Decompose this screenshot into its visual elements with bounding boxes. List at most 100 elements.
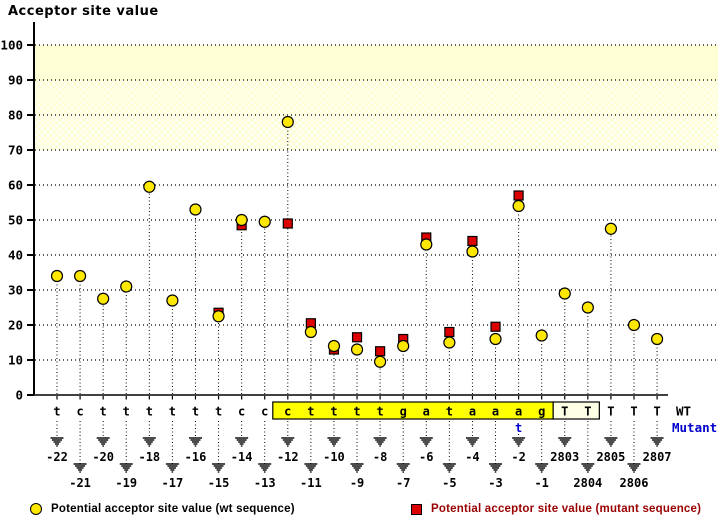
wt-point	[581, 301, 594, 314]
position-label: -9	[350, 476, 364, 490]
wt-base: c	[261, 405, 268, 419]
wt-base: t	[169, 405, 176, 419]
position-label: 2806	[620, 476, 649, 490]
wt-base: t	[307, 405, 314, 419]
wt-point	[50, 269, 64, 283]
y-tick-label: 30	[8, 283, 23, 298]
legend-wt-label: Potential acceptor site value (wt sequen…	[51, 503, 295, 515]
wt-base: T	[584, 405, 591, 419]
legend-mutant-label: Potential acceptor site value (mutant se…	[431, 503, 702, 515]
wt-point	[489, 332, 502, 346]
mutant-point	[351, 332, 363, 343]
position-label: -7	[396, 476, 410, 490]
wt-base: t	[100, 405, 107, 419]
wt-point	[512, 199, 525, 213]
mutant-point	[467, 235, 478, 247]
wt-point	[350, 343, 364, 356]
y-tick-label: 80	[8, 108, 23, 123]
mutant-row-label: Mutant	[672, 420, 717, 435]
wt-point	[535, 329, 548, 342]
position-label: -22	[46, 450, 68, 464]
wt-base: t	[377, 405, 384, 419]
position-label: -16	[185, 450, 207, 464]
wt-point	[650, 332, 664, 346]
position-label: -17	[162, 476, 184, 490]
mutant-point	[513, 190, 524, 201]
position-label: 2805	[596, 450, 625, 464]
wt-point	[189, 203, 202, 216]
wt-point	[420, 238, 433, 251]
wt-point	[235, 213, 248, 227]
wt-base: a	[492, 405, 499, 419]
position-label: -14	[231, 450, 253, 464]
wt-point	[258, 215, 271, 228]
position-label: -1	[534, 476, 548, 490]
wt-point	[166, 294, 179, 307]
position-label: 2803	[550, 450, 579, 464]
threshold-bands	[35, 45, 718, 150]
wt-point	[143, 180, 156, 193]
y-tick-label: 50	[8, 213, 23, 228]
wt-point	[212, 310, 225, 323]
position-label: -5	[442, 476, 456, 490]
position-label: -13	[254, 476, 276, 490]
wt-point	[281, 115, 294, 129]
position-label: -6	[419, 450, 433, 464]
tt-box	[552, 401, 600, 420]
position-label: -11	[300, 476, 322, 490]
wt-point	[73, 269, 87, 283]
wt-base: t	[215, 405, 222, 419]
wt-base: c	[76, 405, 83, 419]
wt-base: c	[284, 405, 291, 419]
position-label: -4	[465, 450, 479, 464]
legend-item-wt: Potential acceptor site value (wt sequen…	[30, 499, 295, 519]
mutant-point	[375, 346, 386, 357]
legend: Potential acceptor site value (wt sequen…	[0, 499, 720, 520]
y-tick-label: 10	[8, 353, 23, 368]
y-tick-label: 60	[8, 178, 23, 193]
y-axis: 0 10 20 30 40 50 60 70 80 90 100	[0, 22, 35, 403]
mutant-square-marker-icon	[411, 503, 422, 515]
position-label: 2807	[643, 450, 672, 464]
position-label: -21	[69, 476, 91, 490]
wt-point	[443, 336, 456, 349]
wt-point	[304, 325, 317, 339]
wt-point	[466, 245, 479, 258]
y-tick-label: 0	[15, 388, 23, 403]
y-tick-label: 90	[8, 73, 23, 88]
chart-title: Acceptor site value	[8, 4, 159, 19]
wt-base: t	[53, 405, 60, 419]
wt-base: T	[607, 405, 614, 419]
mutant-series	[213, 190, 524, 357]
position-label: -18	[138, 450, 160, 464]
wt-circle-marker-icon	[30, 503, 42, 515]
position-label: -20	[92, 450, 114, 464]
mutant-base: t	[515, 421, 522, 435]
position-label: -10	[323, 450, 345, 464]
wt-base: g	[400, 405, 407, 419]
position-label: -2	[511, 450, 525, 464]
y-tick-label: 100	[0, 38, 23, 53]
wt-row-label: WT	[676, 404, 691, 419]
wt-series	[50, 115, 664, 368]
wt-base: a	[423, 405, 430, 419]
legend-item-mutant: Potential acceptor site value (mutant se…	[411, 499, 701, 519]
wt-point	[627, 318, 641, 332]
mutant-point	[490, 321, 501, 332]
y-tick-label: 20	[8, 318, 23, 333]
position-label: -19	[115, 476, 137, 490]
position-labels: -22-21-20-19-18-17-16-15-14-13-12-11-10-…	[46, 421, 672, 490]
wt-point	[120, 280, 133, 293]
wt-base: a	[469, 405, 476, 419]
wt-point	[604, 222, 618, 235]
x-axis	[27, 394, 668, 400]
mutant-point	[444, 326, 455, 338]
position-label: -3	[488, 476, 502, 490]
wt-base: t	[123, 405, 130, 419]
wt-point	[397, 339, 410, 353]
wt-point	[558, 287, 571, 300]
wt-base: T	[630, 405, 637, 419]
